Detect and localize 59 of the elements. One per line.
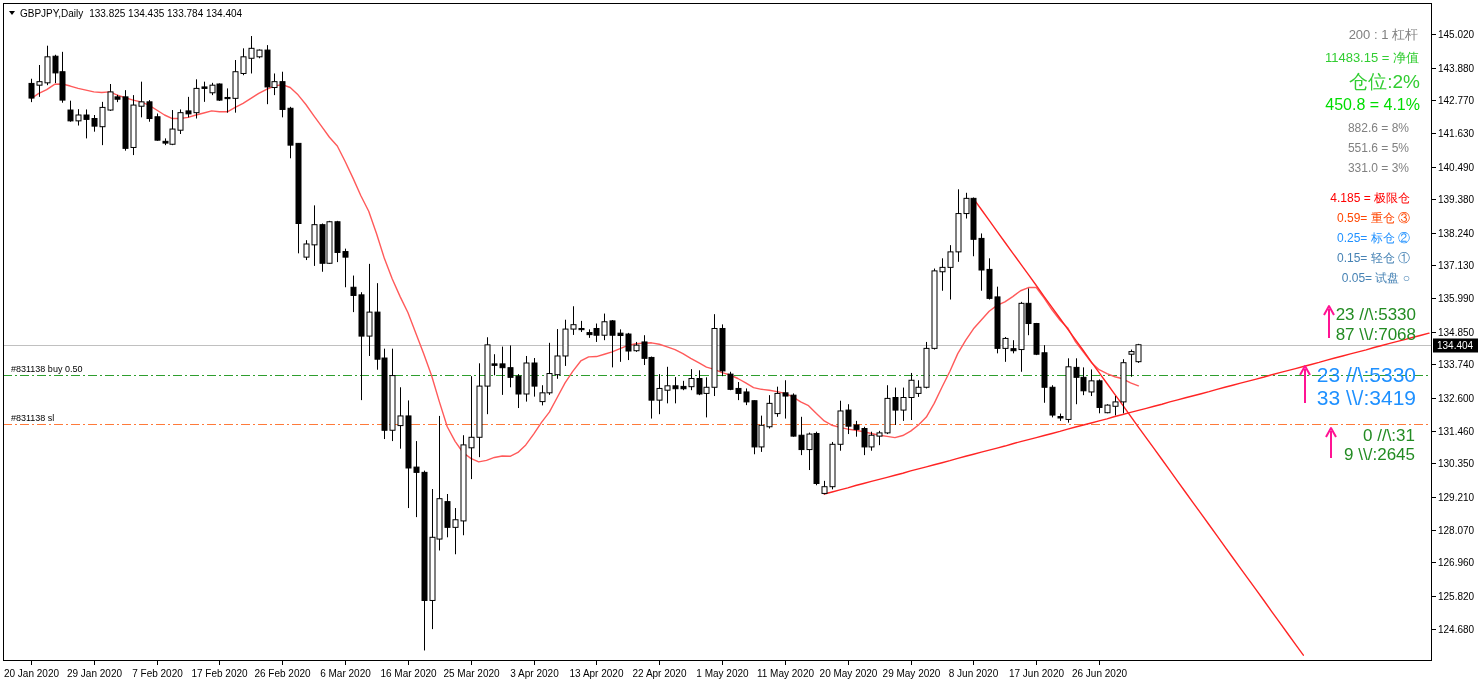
text: 133.825 134.435 133.784 134.404	[89, 8, 243, 19]
x-tick-label: 13 Apr 2020	[569, 668, 624, 679]
y-tick-label: 128.070	[1438, 525, 1475, 536]
x-tick-label: 20 Jan 2020	[3, 668, 60, 679]
x-tick-label: 7 Feb 2020	[132, 668, 184, 679]
annotation: 0.25= 标仓 ②	[1336, 231, 1410, 245]
x-tick-label: 20 May 2020	[819, 668, 878, 679]
annotation: 4.185 = 极限仓	[1330, 191, 1410, 205]
y-tick-label: 138.240	[1438, 228, 1475, 239]
y-tick-label: 143.880	[1438, 63, 1475, 74]
x-tick-label: 3 Apr 2020	[510, 668, 560, 679]
x-tick-label: 22 Apr 2020	[632, 668, 687, 679]
y-tick-label: 134.850	[1438, 327, 1475, 338]
x-tick-label: 17 Feb 2020	[191, 668, 249, 679]
annotation: 9 \\/:2645	[1344, 445, 1415, 464]
x-tick-label: 26 Jun 2020	[1071, 668, 1128, 679]
annotation: 11483.15 = 净值	[1324, 50, 1419, 65]
annotation: 仓位:2%	[1349, 71, 1421, 92]
x-tick-label: 8 Jun 2020	[948, 668, 999, 679]
y-tick-label: 139.380	[1438, 194, 1475, 205]
annotation: 551.6 = 5%	[1347, 141, 1410, 155]
x-tick-label: 26 Feb 2020	[254, 668, 312, 679]
x-tick-label: 1 May 2020	[696, 668, 750, 679]
ref-line-label: #831138 sl	[11, 412, 55, 423]
text: GBPJPY,Daily	[20, 8, 84, 19]
x-tick-label: 29 May 2020	[882, 668, 941, 679]
y-tick-label: 133.740	[1438, 359, 1475, 370]
annotation: 23 //\:5330	[1335, 305, 1416, 324]
y-tick-label: 137.130	[1438, 260, 1475, 271]
y-tick-label: 140.490	[1438, 162, 1475, 173]
annotation: 0.05= 试盘 ○	[1341, 271, 1410, 285]
ref-line-label: 134.404	[1437, 340, 1474, 351]
x-tick-label: 16 Mar 2020	[380, 668, 438, 679]
annotation: 33 \\/:3419	[1316, 386, 1416, 409]
y-tick-label: 126.960	[1438, 557, 1475, 568]
x-tick-label: 29 Jan 2020	[66, 668, 123, 679]
annotation: 0 //\:31	[1363, 426, 1415, 445]
y-tick-label: 141.630	[1438, 128, 1475, 139]
y-tick-label: 142.770	[1438, 95, 1475, 106]
ref-line-label: #831138 buy 0.50	[11, 363, 83, 374]
annotation: 0.59= 重仓 ③	[1336, 211, 1410, 225]
y-tick-label: 124.680	[1438, 624, 1475, 635]
annotation: 331.0 = 3%	[1347, 161, 1410, 175]
annotation: 0.15= 轻仓 ①	[1336, 251, 1410, 265]
y-tick-label: 125.820	[1438, 591, 1475, 602]
x-tick-label: 17 Jun 2020	[1008, 668, 1065, 679]
y-tick-label: 135.990	[1438, 293, 1475, 304]
annotation: 200 : 1 杠杆	[1348, 27, 1418, 42]
annotation: 450.8 = 4.1%	[1325, 96, 1420, 113]
y-tick-label: 132.600	[1438, 393, 1475, 404]
x-tick-label: 25 Mar 2020	[443, 668, 501, 679]
annotation: 87 \\/:7068	[1335, 325, 1416, 344]
x-tick-label: 6 Mar 2020	[320, 668, 372, 679]
y-tick-label: 129.210	[1438, 492, 1475, 503]
x-tick-label: 11 May 2020	[756, 668, 815, 679]
y-tick-label: 145.020	[1438, 29, 1475, 40]
y-tick-label: 131.460	[1438, 426, 1475, 437]
y-tick-label: 130.350	[1438, 458, 1475, 469]
annotation: 882.6 = 8%	[1347, 121, 1410, 135]
